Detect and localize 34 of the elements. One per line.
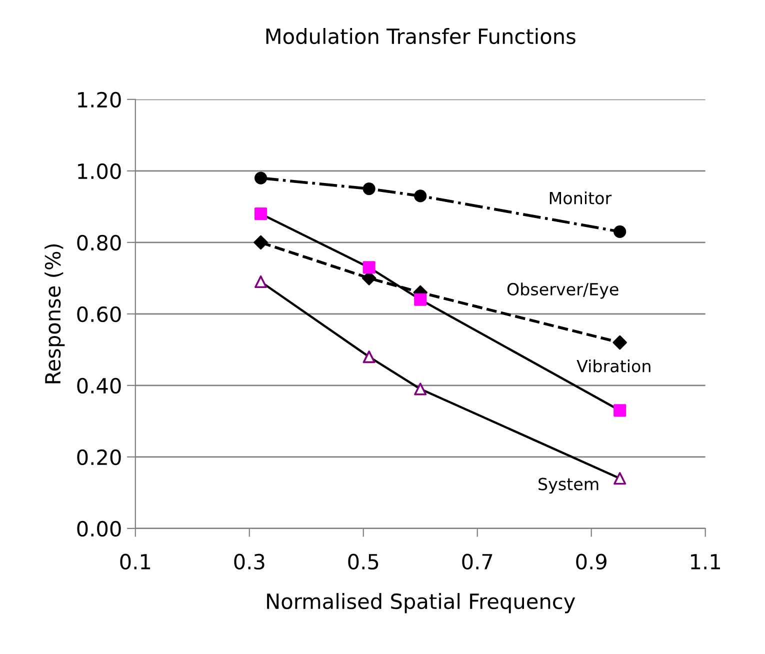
- y-tick-label: 0.00: [77, 520, 121, 537]
- point: [414, 190, 427, 202]
- x-tick-label: 0.9: [576, 554, 606, 570]
- point: [362, 350, 376, 364]
- y-tick-label: 0.80: [77, 234, 121, 251]
- point: [254, 275, 268, 288]
- series-label: Monitor: [550, 191, 612, 204]
- point: [254, 172, 268, 184]
- point: [614, 404, 626, 417]
- y-tick-label: 1.00: [78, 163, 121, 180]
- point: [362, 182, 376, 196]
- y-tick-label: 0.20: [77, 449, 121, 466]
- point: [612, 335, 627, 350]
- series-label: System: [538, 478, 598, 494]
- x-tick-label: 1.1: [691, 554, 720, 570]
- x-axis-title: Normalised Spatial Frequency: [267, 593, 576, 614]
- x-tick-label: 0.3: [234, 554, 264, 570]
- x-tick-label: 0.5: [348, 554, 378, 570]
- point: [414, 382, 427, 396]
- y-tick-label: 0.40: [77, 378, 121, 394]
- point: [614, 225, 626, 238]
- x-tick-label: 0.1: [120, 554, 150, 570]
- series-label: Vibration: [576, 359, 650, 372]
- y-tick-label: 1.20: [78, 92, 121, 108]
- point: [254, 208, 268, 220]
- point: [414, 293, 427, 306]
- x-tick-label: 0.7: [462, 554, 492, 570]
- series-label: Observer/Eye: [507, 282, 618, 299]
- point: [254, 235, 268, 250]
- y-tick-label: 0.60: [77, 306, 121, 322]
- chart-title: Modulation Transfer Functions: [266, 28, 576, 44]
- point: [362, 261, 376, 274]
- point: [614, 472, 626, 485]
- y-axis-title: Response (%): [44, 244, 65, 384]
